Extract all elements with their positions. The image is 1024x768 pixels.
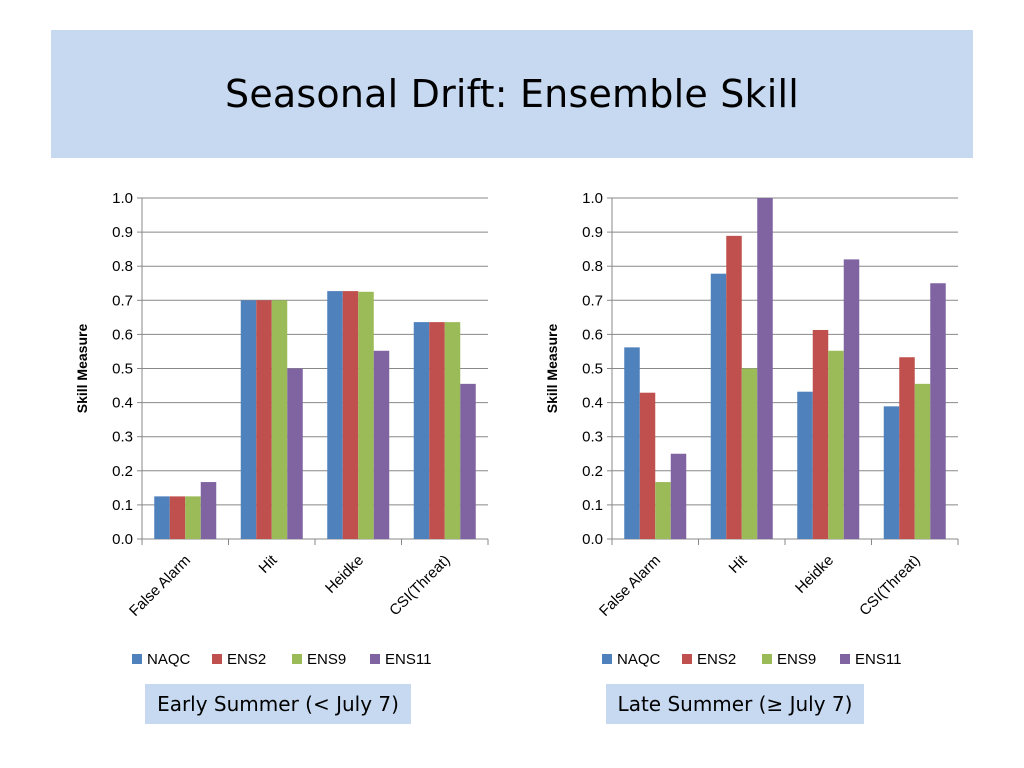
title-band: Seasonal Drift: Ensemble Skill bbox=[51, 30, 973, 158]
y-tick-label: 0.3 bbox=[582, 429, 603, 446]
y-tick-label: 0.2 bbox=[582, 463, 603, 480]
bar-ens11-3 bbox=[460, 383, 476, 539]
y-tick-label: 0.0 bbox=[582, 531, 603, 548]
x-tick-label: CSI(Threat) bbox=[386, 552, 453, 619]
legend-swatch bbox=[602, 654, 612, 664]
y-tick-label: 0.7 bbox=[112, 292, 133, 309]
x-tick-label: Heidke bbox=[322, 552, 367, 597]
slide-title: Seasonal Drift: Ensemble Skill bbox=[225, 72, 799, 116]
bar-ens11-1 bbox=[287, 368, 303, 539]
legend-label: ENS11 bbox=[855, 651, 901, 668]
bar-ens9-2 bbox=[828, 350, 844, 539]
y-tick-label: 0.4 bbox=[112, 395, 133, 412]
legend-label: ENS2 bbox=[697, 651, 736, 668]
y-tick-label: 1.0 bbox=[112, 190, 133, 207]
x-tick-label: False Alarm bbox=[126, 552, 194, 620]
x-tick-label: CSI(Threat) bbox=[856, 552, 923, 619]
bar-ens2-0 bbox=[169, 496, 186, 539]
y-tick-label: 0.6 bbox=[112, 326, 133, 343]
bar-ens9-2 bbox=[358, 291, 374, 539]
y-tick-label: 0.9 bbox=[582, 224, 603, 241]
bar-naqc-1 bbox=[710, 273, 727, 539]
y-axis-label: Skill Measure bbox=[74, 324, 90, 414]
chart-late-summer: 0.0 0.1 0.2 0.3 0.4 0.5 0.6 0.7 0.8 0.9 1.0 Skill M… bbox=[544, 190, 959, 668]
legend-swatch bbox=[292, 654, 302, 664]
x-tick-label: Hit bbox=[726, 551, 752, 577]
chart-early-summer: 0.0 0.1 0.2 0.3 0.4 0.5 0.6 0.7 0.8 0.9 1.0 Skill M… bbox=[74, 190, 489, 668]
legend-label: NAQC bbox=[617, 651, 661, 668]
x-tick-label: False Alarm bbox=[596, 552, 664, 620]
y-tick-label: 0.7 bbox=[582, 292, 603, 309]
y-tick-label: 0.1 bbox=[582, 497, 603, 514]
y-tick-label: 1.0 bbox=[582, 190, 603, 207]
bar-ens2-0 bbox=[639, 392, 656, 539]
bar-naqc-0 bbox=[624, 347, 640, 539]
legend-swatch bbox=[762, 654, 772, 664]
legend-swatch bbox=[370, 654, 380, 664]
bar-naqc-0 bbox=[154, 496, 170, 539]
bar-ens2-2 bbox=[342, 291, 359, 539]
y-tick-label: 0.3 bbox=[112, 429, 133, 446]
bar-ens11-1 bbox=[757, 198, 773, 539]
bar-naqc-3 bbox=[883, 406, 900, 539]
y-tick-label: 0.1 bbox=[112, 497, 133, 514]
y-axis-label: Skill Measure bbox=[544, 324, 560, 414]
y-tick-label: 0.8 bbox=[112, 258, 133, 275]
y-tick-label: 0.0 bbox=[112, 531, 133, 548]
y-tick-label: 0.9 bbox=[112, 224, 133, 241]
legend-label: ENS11 bbox=[385, 651, 431, 668]
bar-ens11-2 bbox=[843, 259, 860, 539]
legend-swatch bbox=[840, 654, 850, 664]
bar-ens2-1 bbox=[726, 235, 742, 539]
legend-label: NAQC bbox=[147, 651, 191, 668]
bar-ens9-3 bbox=[444, 322, 461, 539]
bar-ens2-1 bbox=[256, 300, 272, 539]
bar-ens9-1 bbox=[271, 300, 288, 539]
bar-ens11-2 bbox=[373, 350, 390, 539]
y-tick-label: 0.8 bbox=[582, 258, 603, 275]
legend-swatch bbox=[682, 654, 692, 664]
bar-naqc-1 bbox=[240, 300, 257, 539]
bar-ens2-2 bbox=[812, 329, 829, 539]
caption-late-summer-text: Late Summer (≥ July 7) bbox=[617, 692, 853, 716]
bar-ens11-0 bbox=[670, 453, 687, 539]
x-tick-label: Heidke bbox=[792, 552, 837, 597]
caption-late-summer: Late Summer (≥ July 7) bbox=[606, 684, 864, 724]
legend-label: ENS2 bbox=[227, 651, 266, 668]
bar-ens9-0 bbox=[655, 482, 671, 539]
legend-label: ENS9 bbox=[307, 651, 346, 668]
bar-ens11-3 bbox=[930, 283, 946, 539]
bar-naqc-2 bbox=[797, 391, 813, 539]
y-tick-label: 0.5 bbox=[112, 361, 133, 378]
caption-early-summer-text: Early Summer (< July 7) bbox=[157, 692, 399, 716]
bar-naqc-2 bbox=[327, 291, 343, 539]
y-tick-label: 0.5 bbox=[582, 361, 603, 378]
y-tick-label: 0.6 bbox=[582, 326, 603, 343]
legend-swatch bbox=[132, 654, 142, 664]
bar-ens2-3 bbox=[899, 357, 915, 539]
caption-early-summer: Early Summer (< July 7) bbox=[145, 684, 411, 724]
x-tick-label: Hit bbox=[256, 551, 282, 577]
legend-label: ENS9 bbox=[777, 651, 816, 668]
bar-ens2-3 bbox=[429, 322, 445, 539]
bar-naqc-3 bbox=[413, 322, 430, 539]
bar-ens9-0 bbox=[185, 496, 201, 539]
bar-ens9-3 bbox=[914, 383, 931, 539]
legend-swatch bbox=[212, 654, 222, 664]
y-tick-label: 0.4 bbox=[582, 395, 603, 412]
bar-ens9-1 bbox=[741, 368, 758, 539]
y-tick-label: 0.2 bbox=[112, 463, 133, 480]
bar-ens11-0 bbox=[200, 482, 217, 539]
